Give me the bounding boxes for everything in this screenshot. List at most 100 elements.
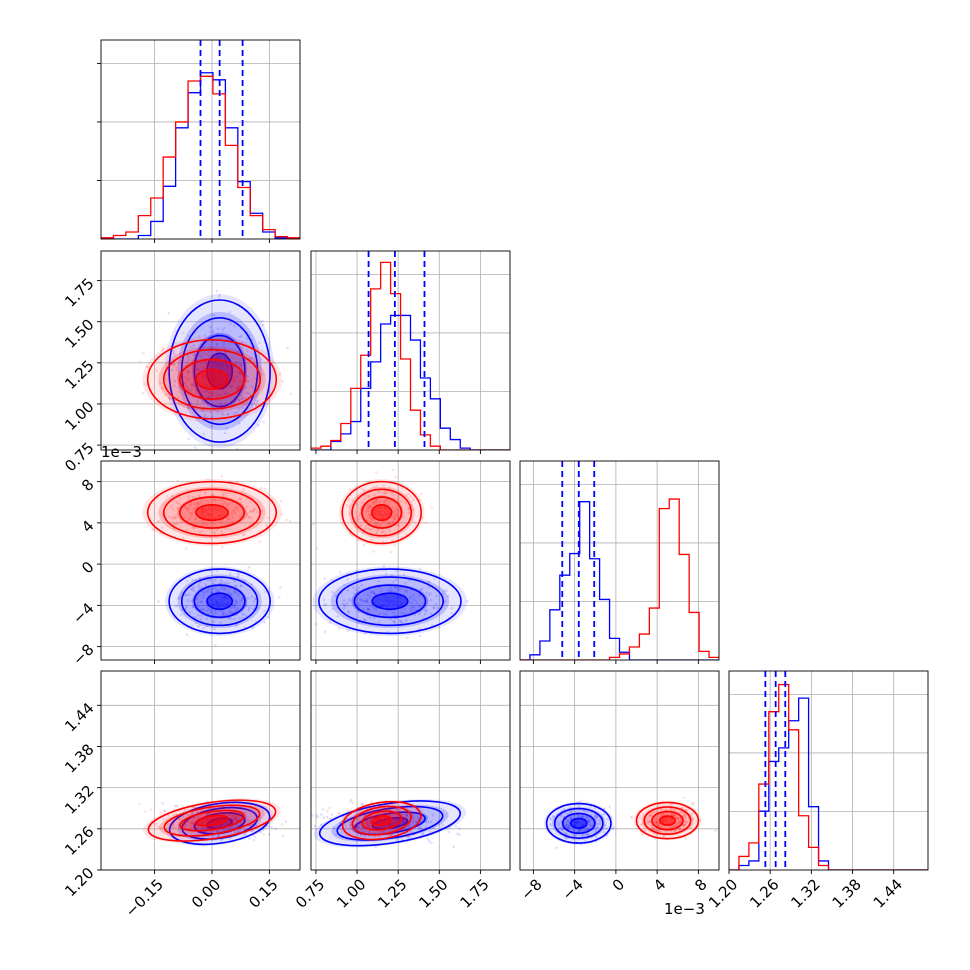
scatter-point [239,394,243,397]
panel-3-1 [310,670,511,874]
scatter-point [175,368,178,372]
scatter-point [199,618,203,621]
scatter-point [232,831,236,835]
scatter-point [392,619,396,623]
scatter-point [245,512,249,516]
scatter-point [387,829,390,833]
scatter-point [203,361,207,364]
scatter-point [393,510,397,513]
scatter-point [229,592,233,596]
scatter-point [193,806,197,809]
scatter-point [226,821,230,824]
scatter-point [190,821,193,824]
scatter-point [234,814,238,818]
scatter-point [165,818,168,822]
scatter-point [595,816,599,820]
scatter-point [374,470,378,474]
scatter-point [566,823,569,827]
scatter-point [212,582,215,585]
x-offset-label: 1e−3 [664,900,705,918]
scatter-point [653,811,657,815]
scatter-point [229,381,233,385]
scatter-point [235,819,238,822]
scatter-point [228,517,231,521]
scatter-point [161,817,165,821]
scatter-point [172,823,176,827]
scatter-point [447,830,451,834]
scatter-point [193,502,196,506]
scatter-point [366,825,370,828]
scatter-point [714,829,717,833]
scatter-point [419,492,423,496]
scatter-point [373,606,376,610]
scatter-point [681,814,685,817]
scatter-point [189,825,192,829]
scatter-point [565,837,568,840]
scatter-point [178,817,181,821]
scatter-point [223,587,226,591]
scatter-point [371,826,374,829]
density-fill [372,593,408,610]
scatter-point [393,511,397,515]
scatter-point [372,804,375,808]
scatter-point [676,817,680,820]
scatter-point [444,600,447,603]
scatter-point [364,599,368,603]
scatter-point [171,508,174,511]
scatter-point [319,823,323,827]
scatter-point [602,812,606,816]
scatter-point [236,386,239,390]
scatter-point [660,812,663,816]
scatter-point [196,502,200,506]
scatter-point [450,606,453,610]
scatter-point [225,392,229,396]
scatter-point [376,528,380,532]
scatter-point [393,821,397,825]
scatter-point [219,356,223,359]
panel-content [101,40,300,239]
scatter-point [579,828,583,832]
scatter-point [557,821,561,825]
scatter-point [215,356,218,360]
scatter-point [387,485,391,489]
scatter-point [232,816,236,820]
scatter-point [357,825,361,829]
scatter-point [233,579,236,583]
scatter-point [643,829,647,832]
density-contour [351,805,412,836]
scatter-point [683,820,687,824]
scatter-point [360,487,364,490]
scatter-point [239,372,242,375]
scatter-point [237,393,240,397]
scatter-point [371,824,374,827]
scatter-point [208,826,211,830]
scatter-point [650,826,654,830]
scatter-point [217,812,221,816]
scatter-point [376,531,379,534]
scatter-point [160,526,164,529]
scatter-point [372,550,375,553]
scatter-point [239,817,242,820]
scatter-point [639,823,643,827]
scatter-point [235,818,238,821]
scatter-point [248,510,252,514]
scatter-point [238,363,242,367]
scatter-point [338,821,342,825]
panel-0-0 [97,39,301,243]
scatter-point [586,817,590,821]
scatter-point [342,583,346,587]
scatter-point [370,504,373,508]
scatter-point [219,609,222,613]
scatter-point [347,611,351,614]
scatter-point [357,517,361,521]
scatter-point [246,818,250,822]
scatter-point [389,522,392,525]
scatter-point [360,501,363,504]
scatter-point [407,506,410,510]
scatter-point [357,610,361,614]
scatter-point [228,836,232,840]
scatter-point [172,401,175,404]
scatter-point [229,385,232,389]
scatter-point [161,348,164,352]
scatter-point [404,817,407,820]
